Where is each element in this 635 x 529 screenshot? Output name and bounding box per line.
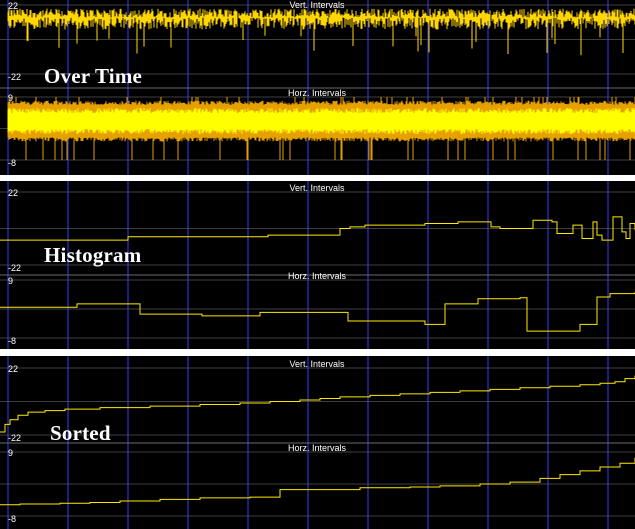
subplot-title: Horz. Intervals (288, 443, 347, 453)
histogram-panel: Vert. Intervals 22 -22 Horz. Intervals 9 -8 H… (0, 181, 635, 349)
histogram-chart: Vert. Intervals 22 -22 Horz. Intervals 9 -8 (0, 181, 635, 349)
step-series (0, 457, 635, 506)
y-tick-label: 9 (8, 448, 13, 458)
step-series (0, 291, 635, 332)
sorted-panel: Vert. Intervals 22 -22 Horz. Intervals 9 -8 S… (0, 356, 635, 529)
y-tick-label: -8 (8, 514, 16, 524)
over-time-panel: Vert. Intervals 22 -22 Horz. Intervals 9 -8 O… (0, 0, 635, 175)
subplot-title: Vert. Intervals (289, 0, 345, 10)
over-time-vert-series (7, 8, 635, 56)
subplot-title: Vert. Intervals (289, 359, 345, 369)
sorted-chart: Vert. Intervals 22 -22 Horz. Intervals 9 -8 (0, 356, 635, 529)
y-tick-label: -22 (8, 433, 21, 443)
y-tick-label: -22 (8, 72, 21, 82)
step-series (0, 216, 635, 241)
subplot-title: Horz. Intervals (288, 88, 347, 98)
y-tick-label: -8 (8, 336, 16, 346)
y-tick-label: 22 (8, 364, 18, 374)
over-time-horz-series-inner (7, 108, 635, 135)
y-tick-label: 9 (8, 93, 13, 103)
histogram-label: Histogram (44, 243, 142, 267)
step-series (0, 375, 635, 433)
sorted-label: Sorted (50, 421, 111, 445)
y-tick-label: 22 (8, 188, 18, 198)
y-tick-label: -22 (8, 263, 21, 273)
subplot-title: Vert. Intervals (289, 183, 345, 193)
y-tick-label: 9 (8, 276, 13, 286)
y-tick-label: 22 (8, 1, 18, 11)
over-time-chart: Vert. Intervals 22 -22 Horz. Intervals 9 -8 (0, 0, 635, 175)
over-time-label: Over Time (44, 64, 143, 88)
subplot-title: Horz. Intervals (288, 271, 347, 281)
y-tick-label: -8 (8, 158, 16, 168)
